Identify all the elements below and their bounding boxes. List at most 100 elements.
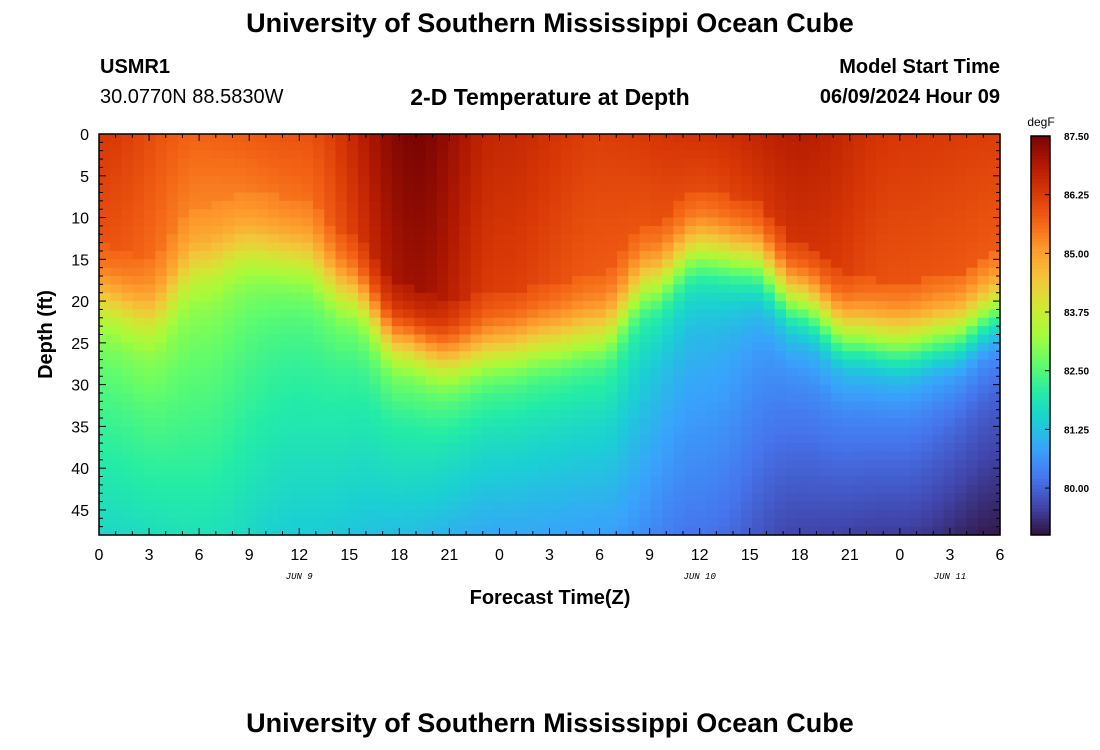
heatmap-cell — [594, 142, 607, 152]
heatmap-cell — [346, 459, 359, 469]
heatmap-cell — [932, 476, 945, 486]
heatmap-cell — [358, 476, 370, 486]
heatmap-cell — [977, 384, 990, 394]
heatmap-cell — [425, 367, 438, 377]
heatmap-cell — [358, 326, 370, 336]
heatmap-cell — [853, 134, 866, 143]
heatmap-cell — [763, 451, 776, 461]
heatmap-cell — [324, 250, 337, 260]
heatmap-cell — [132, 184, 145, 194]
heatmap-cell — [504, 409, 517, 419]
colorbar-swatch — [1031, 245, 1050, 250]
heatmap-cell — [245, 301, 258, 311]
heatmap-cell — [177, 392, 190, 402]
heatmap-cell — [583, 484, 596, 494]
heatmap-cell — [921, 250, 934, 260]
heatmap-cell — [470, 376, 483, 386]
heatmap-cell — [324, 326, 337, 336]
heatmap-cell — [369, 192, 382, 202]
heatmap-cell — [774, 200, 787, 210]
colorbar-swatch — [1031, 362, 1050, 366]
heatmap-cell — [144, 359, 156, 369]
heatmap-cell — [189, 142, 201, 152]
heatmap-cell — [245, 134, 258, 143]
heatmap-cell — [572, 242, 584, 252]
heatmap-cell — [876, 518, 888, 528]
heatmap-cell — [729, 167, 742, 177]
heatmap-cell — [256, 426, 269, 436]
heatmap-cell — [234, 367, 247, 377]
heatmap-cell — [358, 200, 370, 210]
heatmap-cell — [245, 259, 258, 269]
heatmap-cell — [290, 167, 303, 177]
heatmap-cell — [966, 376, 979, 386]
heatmap-cell — [211, 493, 224, 503]
heatmap-cell — [797, 409, 810, 419]
heatmap-cell — [763, 476, 776, 486]
heatmap-cell — [470, 493, 483, 503]
heatmap-cell — [245, 167, 258, 177]
heatmap-cell — [290, 200, 303, 210]
heatmap-cell — [932, 134, 945, 143]
heatmap-cell — [515, 150, 528, 160]
heatmap-cell — [425, 484, 438, 494]
heatmap-cell — [740, 476, 753, 486]
heatmap-cell — [234, 434, 247, 444]
heatmap-cell — [110, 209, 123, 219]
heatmap-cell — [290, 184, 303, 194]
heatmap-cell — [740, 334, 753, 344]
heatmap-cell — [831, 142, 843, 152]
heatmap-cell — [864, 284, 877, 294]
heatmap-cell — [853, 418, 866, 427]
heatmap-cell — [470, 242, 483, 252]
heatmap-cell — [155, 209, 168, 219]
heatmap-cell — [481, 267, 494, 277]
y-tick-label: 40 — [71, 461, 89, 478]
heatmap-cell — [943, 175, 956, 185]
heatmap-cell — [391, 451, 404, 461]
heatmap-cell — [583, 384, 596, 394]
heatmap-cell — [403, 342, 415, 352]
heatmap-cell — [729, 459, 742, 469]
heatmap-cell — [932, 159, 945, 169]
heatmap-cell — [549, 317, 562, 327]
heatmap-cell — [921, 359, 934, 369]
heatmap-cell — [808, 150, 821, 160]
heatmap-cell — [988, 342, 1001, 352]
heatmap-cell — [369, 392, 382, 402]
heatmap-cell — [234, 501, 247, 511]
heatmap-cell — [448, 376, 460, 386]
heatmap-cell — [864, 184, 877, 194]
heatmap-cell — [380, 192, 393, 202]
heatmap-cell — [200, 518, 213, 528]
heatmap-cell — [155, 526, 168, 536]
heatmap-cell — [177, 134, 190, 143]
heatmap-cell — [819, 150, 832, 160]
heatmap-cell — [290, 484, 303, 494]
heatmap-cell — [459, 384, 472, 394]
heatmap-cell — [211, 526, 224, 536]
heatmap-cell — [662, 401, 674, 411]
heatmap-cell — [301, 426, 314, 436]
heatmap-cell — [222, 418, 235, 427]
heatmap-cell — [966, 501, 979, 511]
heatmap-cell — [797, 234, 810, 244]
heatmap-cell — [628, 276, 641, 285]
heatmap-cell — [132, 225, 145, 235]
heatmap-cell — [921, 476, 934, 486]
heatmap-cell — [515, 376, 528, 386]
heatmap-cell — [707, 225, 720, 235]
heatmap-cell — [279, 259, 292, 269]
heatmap-cell — [493, 234, 506, 244]
heatmap-cell — [267, 150, 280, 160]
heatmap-cell — [740, 484, 753, 494]
heatmap-cell — [662, 301, 674, 311]
heatmap-cell — [515, 276, 528, 285]
heatmap-cell — [560, 334, 573, 344]
heatmap-cell — [121, 509, 134, 519]
x-tick-label: 15 — [741, 547, 759, 564]
heatmap-cell — [628, 192, 641, 202]
heatmap-cell — [639, 267, 652, 277]
heatmap-cell — [898, 334, 911, 344]
heatmap-cell — [358, 518, 370, 528]
